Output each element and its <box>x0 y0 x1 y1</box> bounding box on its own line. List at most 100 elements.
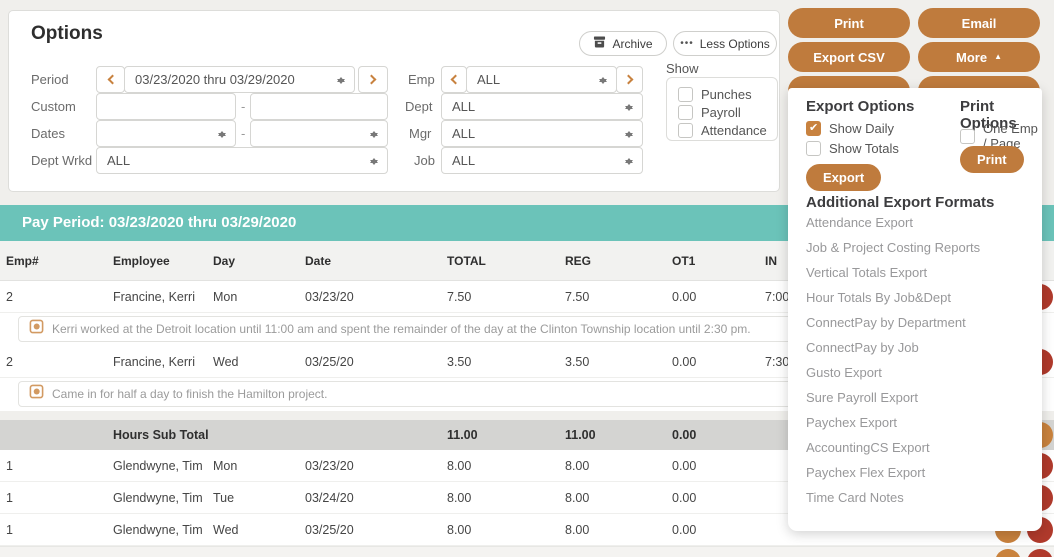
export-format-item[interactable]: Attendance Export <box>806 215 913 230</box>
checkbox-box-show-daily[interactable] <box>806 121 821 136</box>
cell-day: Mon <box>213 290 238 304</box>
cell-ot1: 0.00 <box>672 290 697 304</box>
period-select[interactable]: 03/23/2020 thru 03/29/2020 <box>124 66 355 93</box>
checkbox-label: Attendance <box>701 123 767 138</box>
subtotal-reg: 11.00 <box>565 428 596 442</box>
export-format-item[interactable]: Sure Payroll Export <box>806 390 918 405</box>
job-label: Job <box>414 153 435 168</box>
checkbox-payroll[interactable]: Payroll <box>678 105 741 120</box>
checkbox-label: Payroll <box>701 105 741 120</box>
cell-emp-number: 2 <box>6 290 13 304</box>
select-caret-icon <box>218 127 226 142</box>
cell-employee: Francine, Kerri <box>113 290 195 304</box>
note-icon <box>29 384 44 404</box>
emp-value: ALL <box>477 72 501 87</box>
cell-total: 8.00 <box>447 459 472 473</box>
emp-select[interactable]: ALL <box>466 66 617 93</box>
checkbox-attendance[interactable]: Attendance <box>678 123 767 138</box>
checkbox-show-totals[interactable]: Show Totals <box>806 141 899 156</box>
checkbox-punches[interactable]: Punches <box>678 87 752 102</box>
subtotal-total: 11.00 <box>447 428 478 442</box>
emp-prev-button[interactable] <box>441 66 467 93</box>
custom-end-input[interactable] <box>250 93 388 120</box>
note-icon <box>29 319 44 339</box>
mgr-select[interactable]: ALL <box>441 120 643 147</box>
period-prev-button[interactable] <box>96 66 125 93</box>
checkbox-label: Show Totals <box>829 141 899 156</box>
archive-button[interactable]: Archive <box>579 31 667 56</box>
checkbox-show-daily[interactable]: Show Daily <box>806 121 894 136</box>
export-format-item[interactable]: Job & Project Costing Reports <box>806 240 981 255</box>
dept-value: ALL <box>452 99 476 114</box>
cell-emp-number: 1 <box>6 523 13 537</box>
checkbox-box-show-totals[interactable] <box>806 141 821 156</box>
more-button[interactable]: More ▲ <box>918 42 1040 72</box>
less-options-button[interactable]: ••• Less Options <box>673 31 777 56</box>
col-header-in: IN <box>765 254 777 268</box>
cell-employee: Francine, Kerri <box>113 355 195 369</box>
checkbox-box-punches[interactable] <box>678 87 693 102</box>
export-format-item[interactable]: ConnectPay by Job <box>806 340 919 355</box>
export-format-item[interactable]: ConnectPay by Department <box>806 315 966 330</box>
dept-wrkd-value: ALL <box>107 153 131 168</box>
custom-separator: - <box>241 99 246 114</box>
cell-day: Wed <box>213 523 239 537</box>
dates-end-select[interactable] <box>250 120 388 147</box>
export-format-item[interactable]: Vertical Totals Export <box>806 265 928 280</box>
export-button[interactable]: Export <box>806 164 882 191</box>
job-value: ALL <box>452 153 476 168</box>
emp-next-button[interactable] <box>616 66 643 93</box>
cell-total: 8.00 <box>447 523 472 537</box>
cell-emp-number: 1 <box>6 491 13 505</box>
cell-day: Tue <box>213 491 235 505</box>
select-caret-icon <box>599 73 607 88</box>
export-format-item[interactable]: Gusto Export <box>806 365 882 380</box>
cell-date: 03/23/20 <box>305 290 354 304</box>
print-button[interactable]: Print <box>788 8 910 38</box>
export-csv-button[interactable]: Export CSV <box>788 42 910 72</box>
row-note-button[interactable] <box>995 549 1021 557</box>
dates-start-select[interactable] <box>96 120 236 147</box>
checkbox-box-one-emp---page[interactable] <box>960 128 975 144</box>
export-format-item[interactable]: Paychex Flex Export <box>806 465 926 480</box>
col-header-date: Date <box>305 254 332 268</box>
dept-select[interactable]: ALL <box>441 93 643 120</box>
print-options-title: Print Options <box>960 98 1017 132</box>
dept-wrkd-select[interactable]: ALL <box>96 147 388 174</box>
more-dropdown-panel: Export Options Print Options Show Daily S… <box>788 88 1042 531</box>
dropdown-print-button[interactable]: Print <box>960 146 1024 173</box>
chevron-right-icon <box>366 74 377 85</box>
checkbox-box-attendance[interactable] <box>678 123 693 138</box>
dates-separator: - <box>241 126 246 141</box>
row-delete-button[interactable] <box>1027 549 1053 557</box>
additional-formats-title: Additional Export Formats <box>806 194 995 211</box>
cell-reg: 3.50 <box>565 355 590 369</box>
select-caret-icon <box>625 100 633 115</box>
email-button[interactable]: Email <box>918 8 1040 38</box>
export-format-item[interactable]: Hour Totals By Job&Dept <box>806 290 951 305</box>
col-header-day: Day <box>213 254 236 268</box>
cell-day: Wed <box>213 355 239 369</box>
partial-next-row <box>0 546 1054 557</box>
checkbox-box-payroll[interactable] <box>678 105 693 120</box>
period-next-button[interactable] <box>358 66 388 93</box>
options-panel: Options Archive ••• Less Options Period … <box>8 10 780 192</box>
cell-day: Mon <box>213 459 238 473</box>
dept-wrkd-label: Dept Wrkd <box>31 153 93 168</box>
show-checkbox-group: Punches Payroll Attendance <box>666 77 778 141</box>
chevron-right-icon <box>623 74 633 85</box>
export-format-item[interactable]: AccountingCS Export <box>806 440 930 455</box>
export-format-item[interactable]: Time Card Notes <box>806 490 904 505</box>
cell-ot1: 0.00 <box>672 355 697 369</box>
period-label: Period <box>31 72 69 87</box>
cell-date: 03/23/20 <box>305 459 354 473</box>
select-caret-icon <box>370 127 378 142</box>
caret-up-icon: ▲ <box>994 51 1002 61</box>
export-format-item[interactable]: Paychex Export <box>806 415 898 430</box>
job-select[interactable]: ALL <box>441 147 643 174</box>
custom-start-input[interactable] <box>96 93 236 120</box>
cell-date: 03/25/20 <box>305 523 354 537</box>
col-header-ot1: OT1 <box>672 254 696 268</box>
checkbox-label: Punches <box>701 87 752 102</box>
col-header-total: TOTAL <box>447 254 486 268</box>
